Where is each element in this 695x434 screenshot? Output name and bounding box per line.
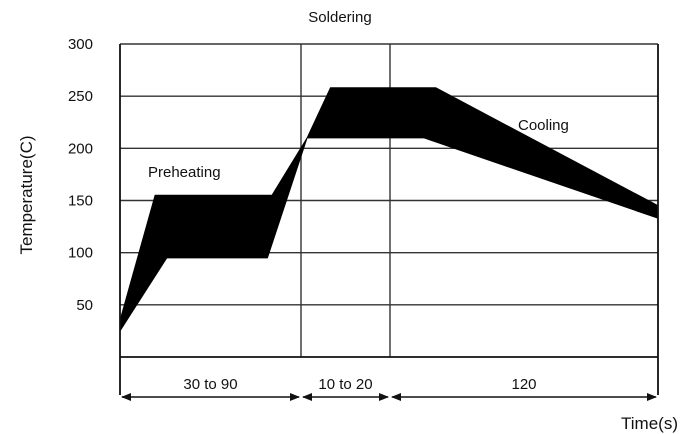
arrowhead-right xyxy=(290,393,300,401)
y-tick-label-300: 300 xyxy=(68,36,93,53)
y-tick-label-250: 250 xyxy=(68,88,93,105)
plot-frame xyxy=(119,44,659,395)
dimension-label: 10 to 20 xyxy=(318,376,372,393)
arrowhead-right xyxy=(647,393,657,401)
y-axis-label: Temperature(C) xyxy=(17,135,36,254)
y-tick-label-200: 200 xyxy=(68,140,93,157)
dimension-1: 30 to 90 xyxy=(121,376,300,401)
annotation-cooling: Cooling xyxy=(518,117,569,134)
arrowhead-left xyxy=(302,393,312,401)
annotation-soldering: Soldering xyxy=(308,9,371,26)
y-tick-label-150: 150 xyxy=(68,193,93,210)
arrowhead-left xyxy=(121,393,131,401)
arrowhead-right xyxy=(379,393,389,401)
y-tick-label-100: 100 xyxy=(68,245,93,262)
x-axis-label: Time(s) xyxy=(621,414,678,433)
arrowhead-left xyxy=(391,393,401,401)
dimension-3: 120 xyxy=(391,376,657,401)
annotations: Soldering Preheating Cooling xyxy=(148,9,569,181)
temperature-band-area xyxy=(119,87,659,333)
dimension-2: 10 to 20 xyxy=(302,376,389,401)
time-dimensions: 30 to 90 10 to 20 120 xyxy=(121,376,657,401)
dimension-label: 120 xyxy=(511,376,536,393)
annotation-preheating: Preheating xyxy=(148,164,221,181)
y-tick-label-50: 50 xyxy=(76,297,93,314)
temperature-band xyxy=(119,87,659,333)
dimension-label: 30 to 90 xyxy=(183,376,237,393)
y-tick-labels: 50 100 150 200 250 300 xyxy=(68,36,93,314)
